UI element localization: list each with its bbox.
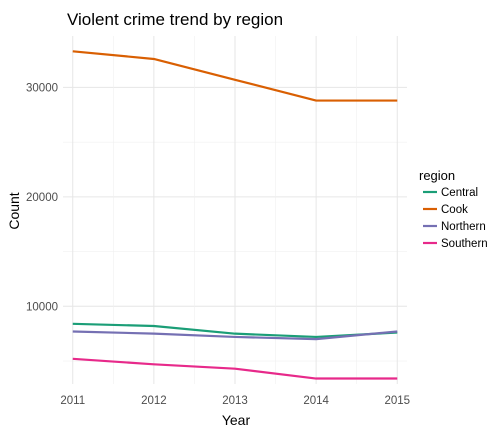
grid (63, 36, 407, 384)
legend: region Central Cook Northern Southern (419, 168, 488, 250)
y-tick-label: 30000 (26, 82, 58, 94)
x-tick-label: 2011 (60, 395, 85, 407)
legend-item-central: Central (423, 187, 478, 199)
series-lines (72, 50, 398, 380)
legend-item-northern: Northern (423, 221, 486, 233)
legend-label: Southern (441, 238, 488, 250)
x-axis-ticks: 2011 2012 2013 2014 2015 (60, 395, 410, 407)
x-tick-label: 2014 (303, 395, 329, 407)
legend-item-cook: Cook (423, 204, 468, 216)
y-axis-ticks: 10000 20000 30000 (26, 82, 58, 313)
legend-items: Central Cook Northern Southern (423, 187, 488, 250)
legend-title: region (419, 168, 455, 183)
x-tick-label: 2015 (384, 395, 410, 407)
chart-title: Violent crime trend by region (67, 10, 283, 29)
series-line-cook (72, 50, 398, 102)
y-axis-label: Count (6, 192, 22, 229)
x-tick-label: 2013 (222, 395, 248, 407)
x-tick-label: 2012 (141, 395, 167, 407)
x-axis-label: Year (222, 412, 251, 428)
legend-label: Central (441, 187, 478, 199)
y-tick-label: 10000 (26, 301, 58, 313)
legend-item-southern: Southern (423, 238, 488, 250)
legend-label: Northern (441, 221, 486, 233)
y-tick-label: 20000 (26, 192, 58, 204)
series-line-southern (72, 357, 398, 380)
legend-label: Cook (441, 204, 468, 216)
series-line-northern (72, 330, 398, 341)
